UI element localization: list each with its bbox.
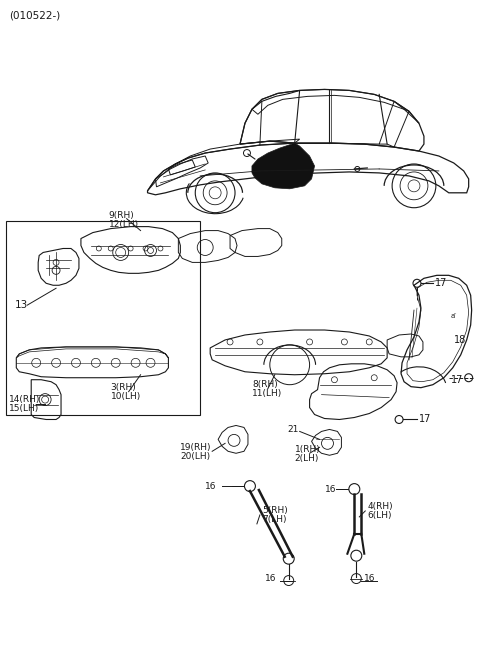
Text: 17: 17 bbox=[435, 278, 447, 288]
Text: 2(LH): 2(LH) bbox=[295, 453, 319, 463]
Text: 6(LH): 6(LH) bbox=[367, 511, 392, 520]
Text: 17: 17 bbox=[451, 375, 463, 385]
Polygon shape bbox=[252, 143, 314, 189]
Text: 16: 16 bbox=[364, 574, 376, 583]
Text: 4(RH): 4(RH) bbox=[367, 503, 393, 511]
Text: 16: 16 bbox=[205, 481, 216, 491]
Text: 16: 16 bbox=[265, 574, 276, 583]
Bar bbox=[6, 221, 200, 414]
Text: 8(RH): 8(RH) bbox=[252, 380, 278, 389]
Text: 14(RH): 14(RH) bbox=[9, 395, 41, 404]
Text: 12(LH): 12(LH) bbox=[109, 220, 139, 229]
Text: 10(LH): 10(LH) bbox=[111, 392, 141, 401]
Text: 3(RH): 3(RH) bbox=[111, 383, 136, 392]
Text: 16: 16 bbox=[324, 485, 336, 493]
Text: 9(RH): 9(RH) bbox=[109, 211, 134, 220]
Text: 21: 21 bbox=[288, 425, 299, 434]
Text: 18: 18 bbox=[454, 335, 466, 345]
Text: 5(RH): 5(RH) bbox=[262, 507, 288, 515]
Text: 19(RH): 19(RH) bbox=[180, 443, 212, 452]
Text: 11(LH): 11(LH) bbox=[252, 389, 282, 398]
Text: 15(LH): 15(LH) bbox=[9, 404, 39, 413]
Text: 17: 17 bbox=[419, 414, 432, 424]
Text: 20(LH): 20(LH) bbox=[180, 452, 210, 461]
Text: aʳ: aʳ bbox=[451, 313, 457, 319]
Text: (010522-): (010522-) bbox=[9, 11, 60, 21]
Text: 7(LH): 7(LH) bbox=[262, 515, 287, 524]
Text: 1(RH): 1(RH) bbox=[295, 445, 321, 453]
Text: 13: 13 bbox=[14, 300, 27, 310]
